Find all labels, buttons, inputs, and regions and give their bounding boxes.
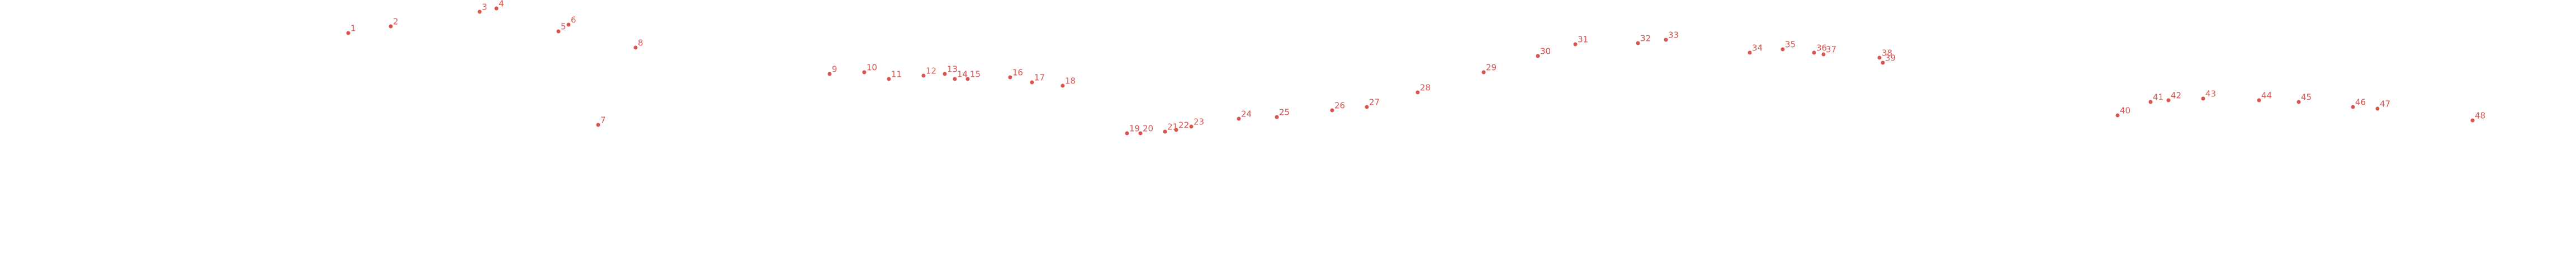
point xyxy=(2115,113,2120,118)
point xyxy=(921,73,926,78)
point-label: 42 xyxy=(2171,91,2181,101)
point xyxy=(1008,75,1012,80)
point xyxy=(1748,50,1752,55)
point-label: 14 xyxy=(957,69,968,80)
point xyxy=(494,6,499,11)
point xyxy=(2148,100,2153,104)
point xyxy=(1237,116,1241,121)
point xyxy=(1415,90,1420,95)
point xyxy=(1821,52,1826,57)
point xyxy=(2201,96,2205,101)
point-label: 38 xyxy=(1882,48,1892,58)
point xyxy=(1330,108,1334,113)
point xyxy=(477,10,482,14)
point-label: 33 xyxy=(1668,30,1679,40)
point-label: 45 xyxy=(2301,92,2312,102)
point xyxy=(1030,80,1034,85)
point xyxy=(556,29,561,34)
point-label: 17 xyxy=(1034,73,1045,83)
point-label: 8 xyxy=(638,38,643,48)
point-label: 27 xyxy=(1369,97,1380,108)
point xyxy=(1781,47,1785,52)
point xyxy=(887,77,891,81)
point xyxy=(2296,100,2301,104)
point xyxy=(1877,55,1882,60)
point-label: 48 xyxy=(2475,111,2485,121)
point-label: 23 xyxy=(1194,117,1204,127)
point-label: 18 xyxy=(1065,76,1076,86)
point-label: 6 xyxy=(571,15,576,25)
point-label: 28 xyxy=(1420,83,1431,93)
point xyxy=(1881,60,1885,65)
point xyxy=(1365,105,1369,109)
point xyxy=(2351,105,2355,109)
point xyxy=(1163,129,1167,134)
point-label: 12 xyxy=(926,66,936,76)
point-label: 3 xyxy=(482,2,487,12)
point-label: 2 xyxy=(393,17,399,27)
point xyxy=(2375,106,2380,111)
point-label: 11 xyxy=(891,69,902,80)
point-label: 26 xyxy=(1334,101,1345,111)
point xyxy=(596,123,600,127)
point-label: 30 xyxy=(1540,46,1551,57)
point-label: 41 xyxy=(2153,92,2163,102)
point-label: 35 xyxy=(1785,40,1796,50)
point-label: 15 xyxy=(970,69,981,80)
point-label: 13 xyxy=(947,64,958,74)
point-label: 31 xyxy=(1578,35,1588,45)
point xyxy=(953,77,957,81)
point xyxy=(1125,131,1129,136)
point-label: 46 xyxy=(2355,97,2366,108)
point-label: 1 xyxy=(351,24,356,34)
point-label: 39 xyxy=(1885,53,1896,63)
point xyxy=(1060,83,1065,88)
point xyxy=(2470,118,2475,123)
point xyxy=(1664,38,1668,42)
point xyxy=(1573,42,1578,46)
point xyxy=(2257,98,2261,102)
point xyxy=(2166,98,2171,102)
point xyxy=(1174,128,1178,132)
point-label: 43 xyxy=(2205,89,2216,99)
point xyxy=(566,22,571,27)
point-label: 36 xyxy=(1816,43,1827,53)
point-label: 20 xyxy=(1143,124,1153,134)
point xyxy=(346,31,351,35)
point-label: 40 xyxy=(2120,106,2130,116)
point-label: 9 xyxy=(832,64,837,74)
point xyxy=(965,77,970,81)
point xyxy=(1812,50,1816,55)
point-label: 10 xyxy=(866,63,877,73)
point-label: 37 xyxy=(1826,45,1836,55)
point-label: 44 xyxy=(2261,91,2272,101)
point xyxy=(633,45,638,50)
point-label: 5 xyxy=(561,22,566,32)
point xyxy=(1275,115,1279,119)
point xyxy=(1138,131,1143,136)
point xyxy=(389,24,393,29)
point-label: 4 xyxy=(499,0,504,9)
point-label: 7 xyxy=(600,115,606,125)
point xyxy=(862,70,866,74)
point-label: 25 xyxy=(1279,108,1290,118)
point xyxy=(827,72,832,76)
point xyxy=(943,72,947,76)
point-label: 29 xyxy=(1486,63,1497,73)
point-label: 34 xyxy=(1752,43,1763,53)
point xyxy=(1189,124,1194,129)
point-label: 16 xyxy=(1012,68,1023,78)
point-label: 32 xyxy=(1640,34,1651,44)
point-label: 22 xyxy=(1178,120,1189,130)
point-label: 24 xyxy=(1241,109,1252,119)
point-label: 19 xyxy=(1129,124,1140,134)
point xyxy=(1636,41,1640,45)
point-label: 47 xyxy=(2380,99,2390,109)
point xyxy=(1536,54,1540,58)
point xyxy=(1481,70,1486,74)
